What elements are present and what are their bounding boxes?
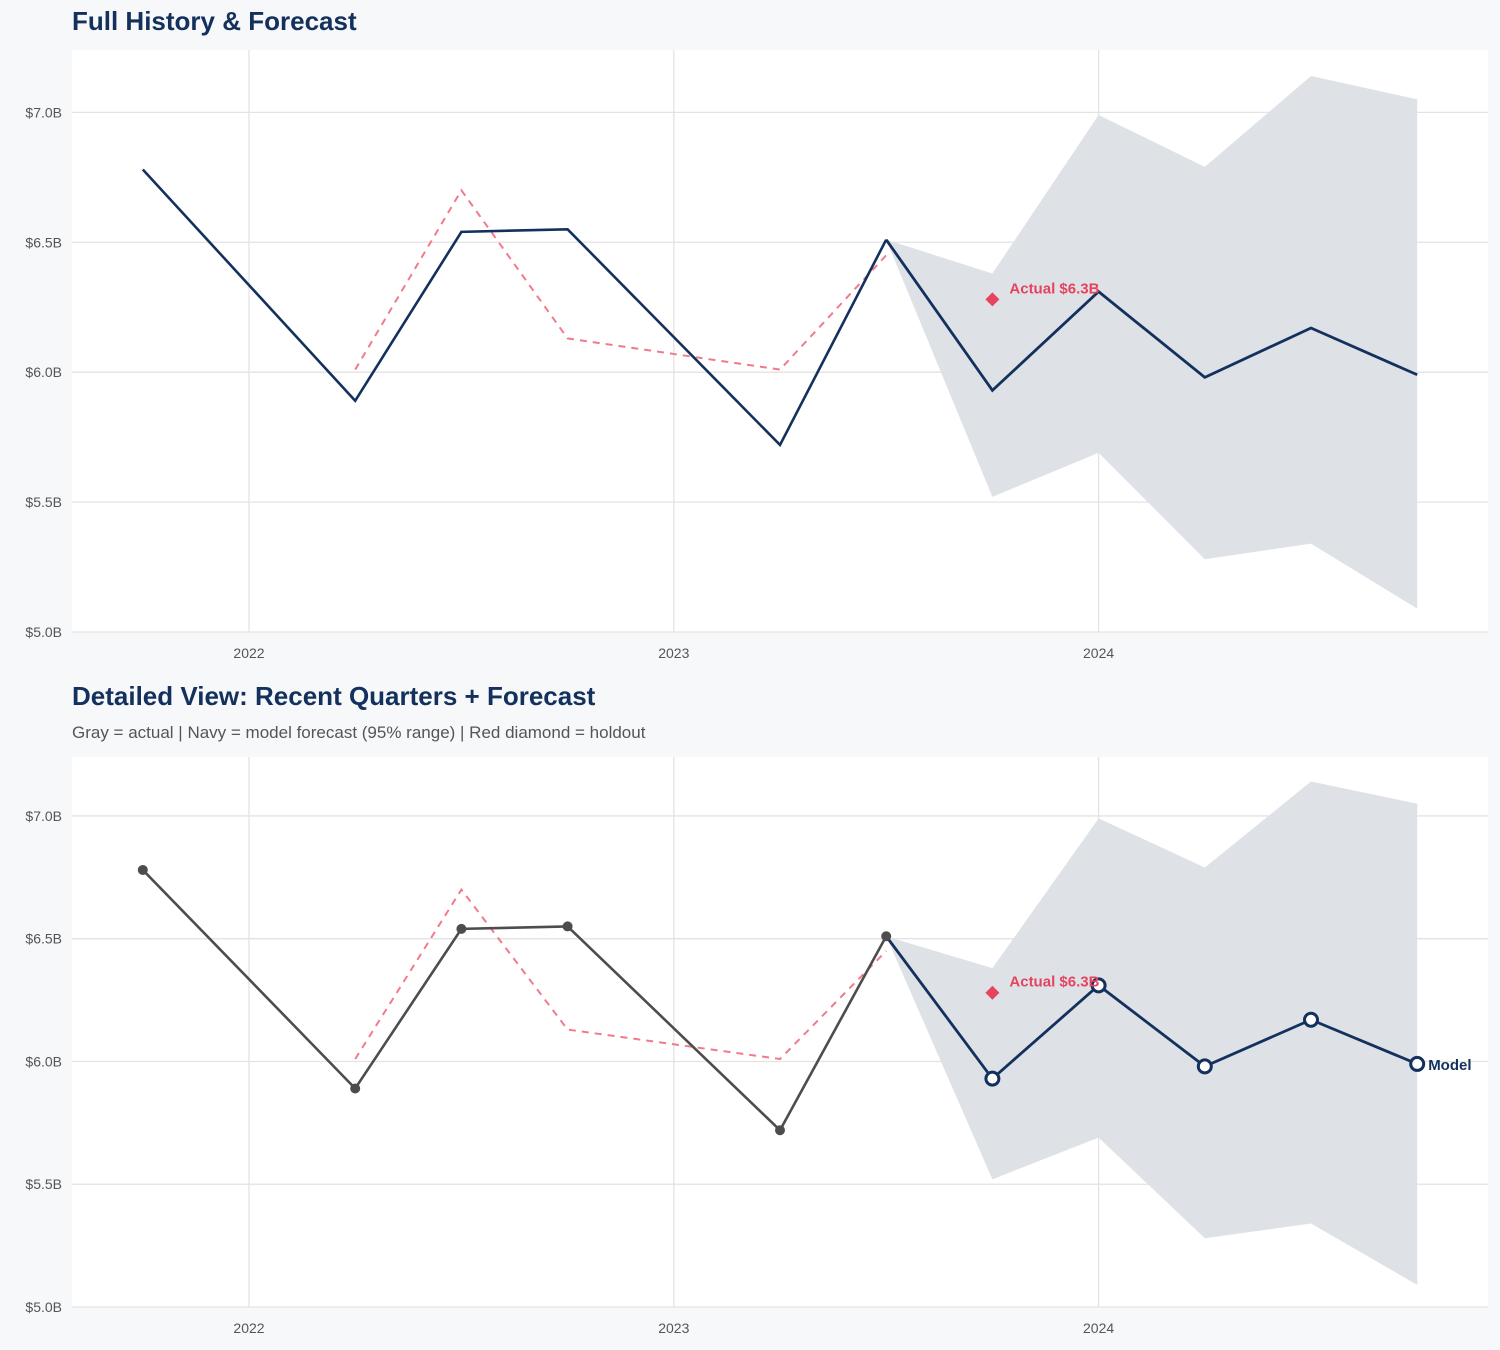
history-line [141,168,888,448]
y-tick-label: $6.0B [25,364,62,380]
forecast-point [1090,977,1107,994]
x-tick-label: 2022 [233,645,264,661]
history-point [562,921,573,932]
history-point [350,1083,361,1094]
y-tick-label: $7.0B [25,104,62,120]
forecast-series-label: Model [1428,1057,1471,1074]
y-tick-label: $5.0B [25,624,62,640]
full-history-chart: $5.0B $5.5B $6.0B $6.5B $7.0B 2022 2023 2024 Act… [25,50,1488,661]
x-tick-label: 2022 [233,1320,264,1336]
history-point [775,1125,785,1136]
forecast-point [1196,1058,1213,1075]
fitted-line [354,188,887,371]
y-tick-label: $7.0B [25,808,62,824]
forecast-point [1409,1055,1426,1072]
x-tick-label: 2023 [658,1320,689,1336]
x-tick-label: 2024 [1083,645,1114,661]
y-tick-label: $5.5B [25,1176,62,1192]
forecast-interval-band [886,781,1418,1285]
holdout-label: Actual $6.3B [1009,974,1099,991]
history-line [141,869,888,1133]
chart-title-top: Full History & Forecast [72,6,357,36]
y-tick-label: $5.5B [25,494,62,510]
holdout-diamond [985,985,1000,1000]
x-tick-label: 2024 [1083,1320,1114,1336]
y-tick-label: $6.5B [25,234,62,250]
history-point [137,864,148,875]
holdout-diamond [985,292,1000,307]
y-tick-label: $5.0B [25,1299,62,1315]
fitted-line [354,887,887,1061]
y-tick-label: $6.0B [25,1053,62,1069]
chart-subtitle-bottom: Gray = actual | Navy = model forecast (9… [72,723,646,742]
x-tick-label: 2023 [658,645,689,661]
chart-title-bottom: Detailed View: Recent Quarters + Forecas… [72,681,596,711]
forecast-interval-band [886,75,1418,609]
forecast-point [984,1070,1001,1087]
forecast-line [885,935,1418,1081]
forecast-line [885,238,1418,393]
history-point [881,931,892,942]
holdout-label: Actual $6.3B [1009,280,1099,297]
forecast-point [1303,1011,1319,1028]
history-point [456,923,467,934]
y-tick-label: $6.5B [25,931,62,947]
